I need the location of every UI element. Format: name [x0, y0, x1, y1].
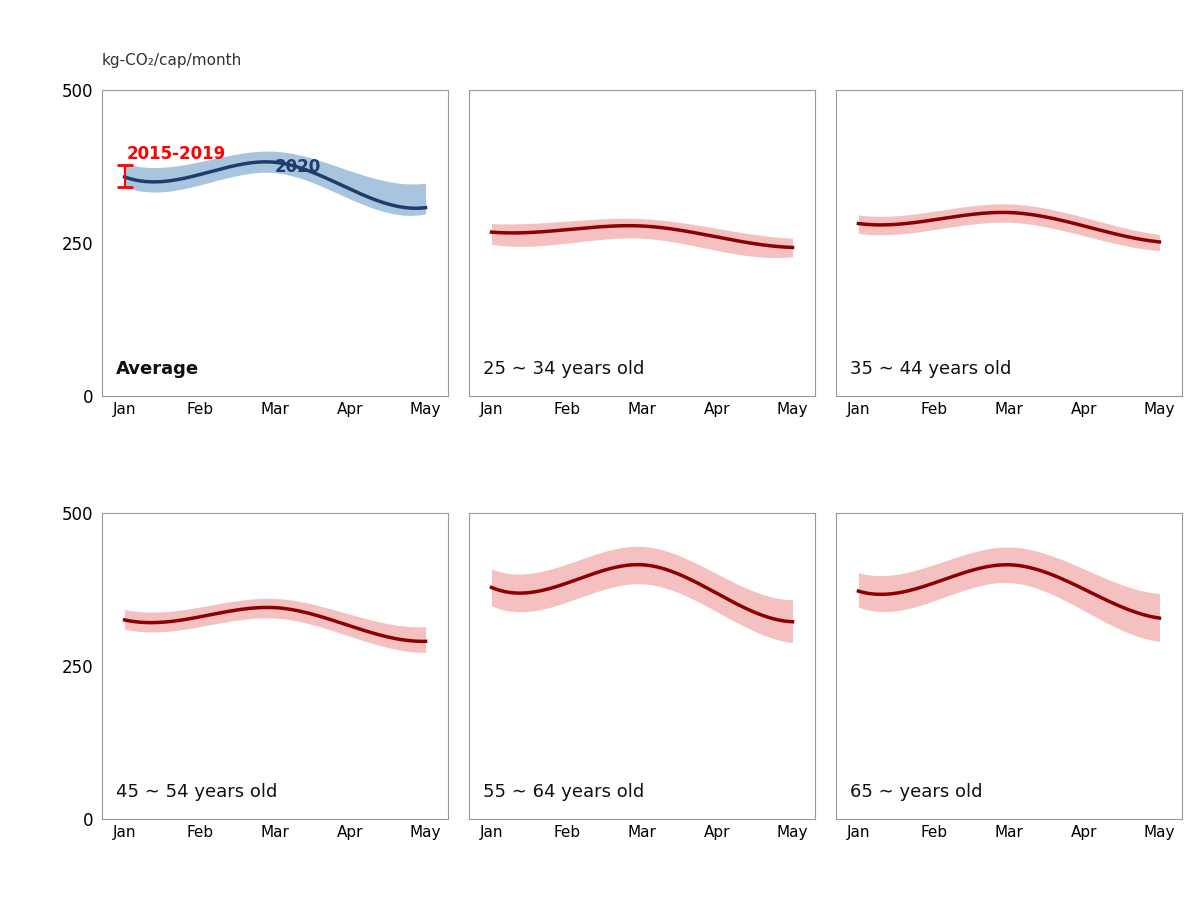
Text: 25 ∼ 34 years old: 25 ∼ 34 years old [482, 360, 644, 378]
Text: 2015-2019: 2015-2019 [126, 145, 226, 163]
Text: 35 ∼ 44 years old: 35 ∼ 44 years old [850, 360, 1012, 378]
Text: kg-CO₂/cap/month: kg-CO₂/cap/month [102, 52, 242, 68]
Text: 65 ∼ years old: 65 ∼ years old [850, 783, 982, 801]
Text: 45 ∼ 54 years old: 45 ∼ 54 years old [116, 783, 277, 801]
Text: Average: Average [116, 360, 199, 378]
Text: 2020: 2020 [275, 158, 322, 176]
Text: 55 ∼ 64 years old: 55 ∼ 64 years old [482, 783, 644, 801]
